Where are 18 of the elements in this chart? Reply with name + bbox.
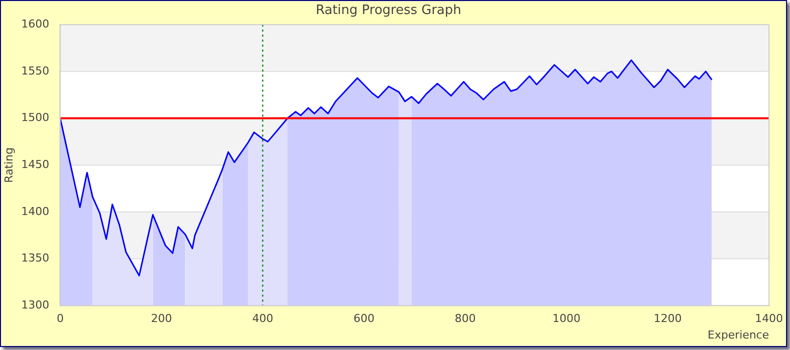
- y-tick-label: 1350: [21, 252, 50, 265]
- x-tick-label: 600: [353, 312, 374, 326]
- x-axis-title: Experience: [708, 328, 770, 342]
- x-tick-label: 800: [454, 312, 476, 326]
- chart-title: Rating Progress Graph: [316, 3, 462, 18]
- y-tick-label: 1400: [21, 204, 50, 218]
- x-tick-label: 1200: [654, 312, 682, 326]
- x-tick-label: 400: [252, 312, 274, 326]
- y-tick-label: 1500: [21, 111, 50, 124]
- y-tick-label: 1300: [21, 298, 50, 312]
- x-tick-label: 200: [150, 312, 172, 326]
- y-tick-label: 1550: [21, 64, 50, 78]
- x-tick-label: 1000: [552, 312, 580, 326]
- y-tick-label: 1450: [21, 158, 50, 171]
- y-tick-label: 1600: [21, 17, 50, 30]
- y-axis-title: Rating: [2, 147, 16, 183]
- x-tick-label: 1400: [755, 312, 784, 326]
- x-tick-label: 0: [56, 312, 64, 326]
